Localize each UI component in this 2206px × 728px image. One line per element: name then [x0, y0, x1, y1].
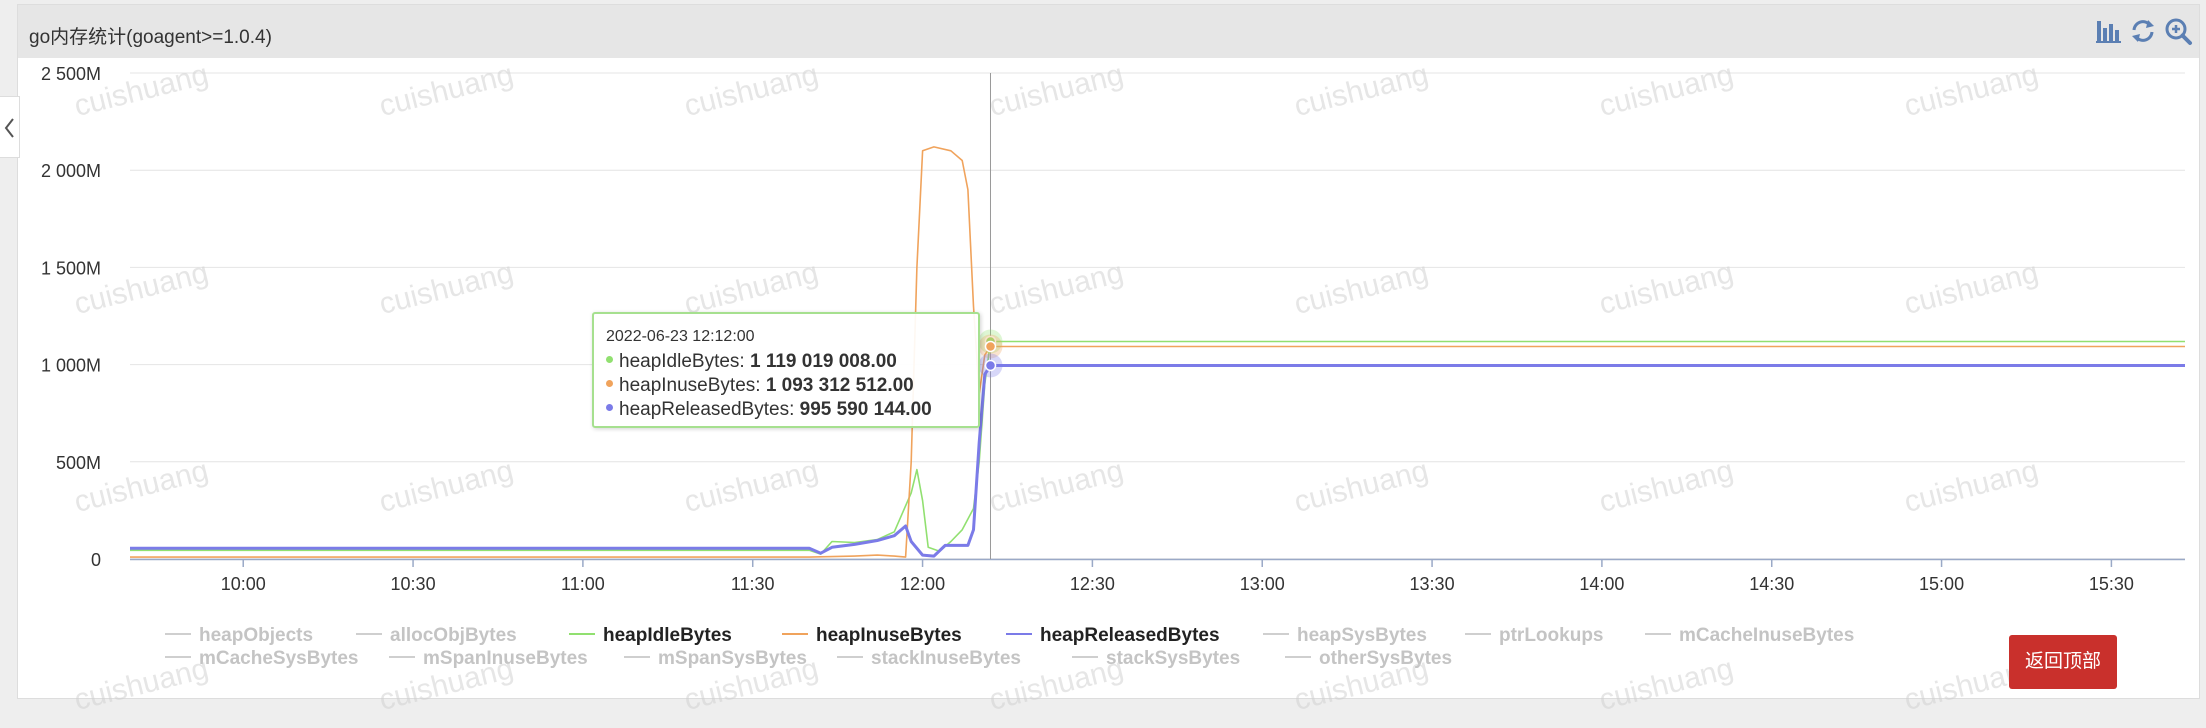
x-tick-label: 15:00 — [1919, 574, 1964, 594]
tooltip-series-value: 995 590 144.00 — [799, 399, 932, 420]
series-line-heapReleasedBytes — [130, 364, 2185, 558]
legend-item-mSpanInuseBytes[interactable]: mSpanInuseBytes — [389, 648, 588, 669]
y-tick-label: 1 000M — [41, 356, 101, 376]
tooltip-row: heapInuseBytes: 1 093 312 512.00 — [606, 374, 978, 398]
legend-item-mSpanSysBytes[interactable]: mSpanSysBytes — [624, 648, 807, 669]
x-tick-label: 12:00 — [900, 574, 945, 594]
bar-chart-icon[interactable] — [2093, 16, 2123, 46]
x-tick-label: 14:00 — [1579, 574, 1624, 594]
legend-item-heapSysBytes[interactable]: heapSysBytes — [1263, 625, 1427, 646]
series-dot — [606, 380, 613, 388]
legend-label: allocObjBytes — [390, 625, 517, 646]
back-to-top-button[interactable]: 返回顶部 — [2009, 635, 2117, 689]
x-tick-label: 14:30 — [1749, 574, 1794, 594]
zoom-in-icon[interactable] — [2163, 16, 2193, 46]
legend-label: heapReleasedBytes — [1040, 625, 1220, 646]
grid-lines — [130, 72, 2185, 560]
x-tick-label: 13:00 — [1240, 574, 1285, 594]
legend-item-heapIdleBytes[interactable]: heapIdleBytes — [569, 625, 732, 646]
x-tick-label: 10:30 — [391, 574, 436, 594]
series-dot — [606, 356, 613, 364]
y-axis-labels: 0 500M 1 000M 1 500M 2 000M 2 500M — [41, 64, 101, 570]
legend-item-stackSysBytes[interactable]: stackSysBytes — [1072, 648, 1240, 669]
hover-point — [984, 359, 997, 372]
legend-item-stackInuseBytes[interactable]: stackInuseBytes — [837, 648, 1021, 669]
legend-label: mSpanSysBytes — [658, 648, 807, 669]
legend-label: mCacheInuseBytes — [1679, 625, 1854, 646]
y-tick-label: 500M — [56, 453, 101, 473]
panel-title: go内存统计(goagent>=1.0.4) — [29, 27, 272, 48]
tooltip-series-value: 1 093 312 512.00 — [765, 375, 914, 396]
series-line-heapInuseBytes — [130, 146, 2185, 558]
y-tick-label: 2 000M — [41, 161, 101, 181]
y-tick-label: 2 500M — [41, 64, 101, 84]
chart-tooltip: 2022-06-23 12:12:00 heapIdleBytes: 1 119… — [592, 312, 980, 428]
legend-label: otherSysBytes — [1319, 648, 1452, 669]
legend-label: mCacheSysBytes — [199, 648, 358, 669]
legend: heapObjects allocObjBytes heapIdleBytes hea… — [165, 625, 1854, 669]
tooltip-row: heapIdleBytes: 1 119 019 008.00 — [606, 350, 978, 374]
tooltip-series-name: heapReleasedBytes — [619, 399, 790, 420]
legend-label: heapObjects — [199, 625, 313, 646]
y-tick-label: 0 — [91, 550, 101, 570]
chart-panel: go内存统计(goagent>=1.0.4) — [17, 4, 2200, 699]
hover-indicator — [978, 73, 1003, 559]
legend-item-mCacheSysBytes[interactable]: mCacheSysBytes — [165, 648, 358, 669]
x-axis: 10:00 10:30 11:00 11:30 12:00 12:30 13:00 13:30… — [130, 558, 2185, 594]
legend-item-heapInuseBytes[interactable]: heapInuseBytes — [782, 625, 962, 646]
tooltip-row: heapReleasedBytes: 995 590 144.00 — [606, 398, 978, 422]
legend-label: heapInuseBytes — [816, 625, 962, 646]
x-tick-label: 12:30 — [1070, 574, 1115, 594]
legend-item-heapObjects[interactable]: heapObjects — [165, 625, 313, 646]
tooltip-series-value: 1 119 019 008.00 — [749, 351, 897, 372]
tooltip-series-name: heapIdleBytes — [619, 351, 740, 372]
collapse-sidebar-tab[interactable] — [0, 96, 20, 158]
legend-item-heapReleasedBytes[interactable]: heapReleasedBytes — [1006, 625, 1220, 646]
x-tick-label: 11:30 — [731, 574, 775, 594]
panel-header: go内存统计(goagent>=1.0.4) — [18, 5, 2199, 58]
legend-item-ptrLookups[interactable]: ptrLookups — [1465, 625, 1604, 646]
legend-label: stackSysBytes — [1106, 648, 1240, 669]
legend-label: ptrLookups — [1499, 625, 1604, 646]
x-tick-label: 11:00 — [561, 574, 605, 594]
x-tick-label: 10:00 — [221, 574, 266, 594]
legend-label: mSpanInuseBytes — [423, 648, 588, 669]
legend-item-otherSysBytes[interactable]: otherSysBytes — [1285, 648, 1452, 669]
series-dot — [606, 404, 613, 412]
legend-label: stackInuseBytes — [871, 648, 1021, 669]
tooltip-series-name: heapInuseBytes — [619, 375, 756, 396]
chevron-left-icon — [4, 118, 14, 138]
legend-label: heapSysBytes — [1297, 625, 1427, 646]
legend-label: heapIdleBytes — [603, 625, 732, 646]
y-tick-label: 1 500M — [41, 258, 101, 278]
legend-item-allocObjBytes[interactable]: allocObjBytes — [356, 625, 517, 646]
x-tick-label: 13:30 — [1410, 574, 1455, 594]
tooltip-date: 2022-06-23 12:12:00 — [606, 328, 755, 345]
refresh-icon[interactable] — [2128, 16, 2158, 46]
series-line-heapIdleBytes — [130, 340, 2185, 555]
series-lines — [130, 146, 2185, 558]
x-tick-label: 15:30 — [2089, 574, 2134, 594]
hover-point — [984, 340, 997, 353]
legend-item-mCacheInuseBytes[interactable]: mCacheInuseBytes — [1645, 625, 1854, 646]
